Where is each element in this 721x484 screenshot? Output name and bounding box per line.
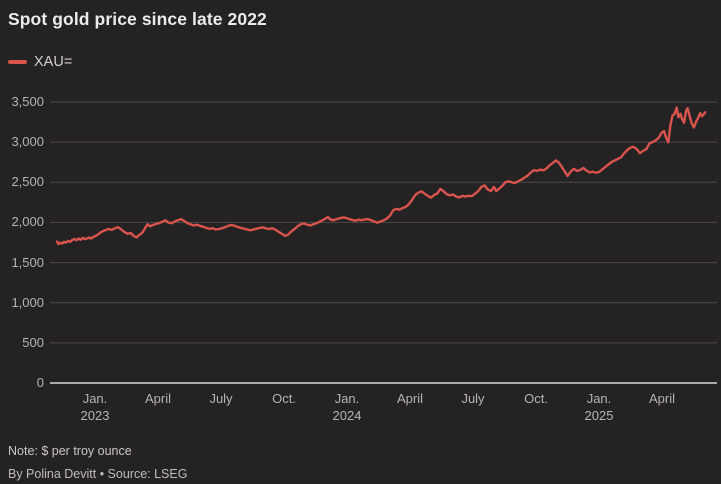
footnote: Note: $ per troy ounce (8, 444, 132, 458)
y-tick-label: 3,500 (11, 94, 44, 109)
x-tick-label: July (437, 390, 509, 407)
x-tick-month: Jan. (586, 391, 612, 406)
x-tick-label: April (374, 390, 446, 407)
y-tick-label: 2,500 (11, 174, 44, 190)
y-tick-label: 1,500 (11, 254, 44, 270)
x-tick-year: 2024 (332, 408, 362, 423)
x-tick-month: Jan. (334, 391, 360, 406)
x-tick-label: Oct. (248, 390, 320, 407)
y-tick-label: 1,000 (11, 294, 44, 310)
x-tick-month: July (209, 391, 233, 406)
x-tick-label: April (626, 390, 698, 407)
x-tick-year: 2023 (80, 408, 110, 423)
legend: XAU= (8, 54, 72, 70)
y-tick-label: 2,000 (11, 214, 44, 230)
x-tick-month: July (461, 391, 485, 406)
y-tick-label: 3,000 (11, 134, 44, 150)
y-tick-label: 500 (22, 334, 44, 350)
y-tick-label: 0 (36, 375, 44, 390)
x-tick-month: April (144, 391, 171, 406)
legend-line-swatch (8, 60, 27, 64)
price-line-xau (55, 106, 707, 246)
x-tick-month: April (648, 391, 675, 406)
x-tick-month: Oct. (272, 391, 296, 406)
x-tick-label: Oct. (500, 390, 572, 407)
x-tick-year: 2025 (584, 408, 614, 423)
x-tick-month: April (396, 391, 423, 406)
byline-source: By Polina Devitt • Source: LSEG (8, 467, 188, 481)
x-tick-label: April (122, 390, 194, 407)
chart-title: Spot gold price since late 2022 (8, 9, 267, 29)
x-tick-label: July (185, 390, 257, 407)
x-tick-month: Oct. (524, 391, 548, 406)
x-tick-label: Jan. 2024 (311, 390, 383, 424)
x-tick-month: Jan. (82, 391, 108, 406)
x-tick-label: Jan. 2025 (563, 390, 635, 424)
x-tick-label: Jan. 2023 (59, 390, 131, 424)
legend-label: XAU= (34, 54, 73, 70)
